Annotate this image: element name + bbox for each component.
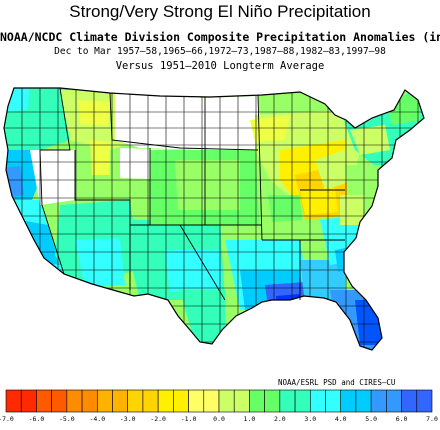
colorbar-box [233,389,250,413]
colorbar-tick-label: -7.0 [0,415,14,423]
colorbar-box [325,389,342,413]
colorbar-box [218,389,235,413]
colorbar-box [51,389,68,413]
colorbar-tick-label: -1.0 [181,415,197,423]
colorbar-box [5,389,22,413]
anomaly-fill-regions [4,88,424,350]
colorbar-tick-label: 2.0 [274,415,286,423]
colorbar-box [416,389,433,413]
colorbar-box [370,389,387,413]
colorbar-box [157,389,174,413]
colorbar-tick-label: -3.0 [120,415,136,423]
map-credit: NOAA/ESRL PSD and CIRES–CU [278,378,396,387]
colorbar-box [203,389,220,413]
colorbar-box [309,389,326,413]
colorbar-box [340,389,357,413]
colorbar-tick-label: 3.0 [304,415,316,423]
colorbar-box [81,389,98,413]
colorbar-box [112,389,129,413]
colorbar-tick-label: 1.0 [244,415,256,423]
us-outline [3,87,425,351]
colorbar-box [188,389,205,413]
colorbar-graphic: -7.0 -6.0 -5.0 -4.0 -3.0 -2.0 -1.0 0.0 1.0 2.0 3.0… [0,389,438,423]
state-boundaries [39,87,345,301]
colorbar-box [249,389,265,413]
colorbar-box [142,389,159,413]
colorbar-tick-label: -2.0 [150,415,166,423]
map-subtitle-baseline: Versus 1951–2010 Longterm Average [115,60,325,72]
colorbar-tick-label: 5.0 [365,415,377,423]
colorbar-tick-label: -4.0 [89,415,105,423]
colorbar-box [36,389,52,413]
colorbar-box [96,389,113,413]
colorbar-tick-label: -6.0 [29,415,45,423]
colorbar-box [401,389,418,413]
colorbar-tick-label: 4.0 [335,415,347,423]
colorbar-tick-label: 7.0 [426,415,438,423]
colorbar-box [355,389,372,413]
colorbar-box [386,389,402,413]
map-subtitle-dataset: NOAA/NCDC Climate Division Composite Pre… [0,30,440,44]
colorbar-box [20,389,37,413]
colorbar-box [127,389,144,413]
colorbar-box [279,389,296,413]
colorbar-legend: -7.0 -6.0 -5.0 -4.0 -3.0 -2.0 -1.0 0.0 1.0 2.0 3.0… [0,388,440,425]
map-title: Strong/Very Strong El Niño Precipitation [69,2,371,21]
colorbar-tick-label: 0.0 [213,415,225,423]
division-boundaries [4,88,424,350]
colorbar-box [264,389,281,413]
colorbar-tick-label: -5.0 [59,415,75,423]
colorbar-tick-label: 6.0 [396,415,408,423]
colorbar-box [66,389,83,413]
colorbar-box [294,389,311,413]
map-subtitle-years: Dec to Mar 1957–58,1965–66,1972–73,1987–… [54,46,386,57]
colorbar-box [173,389,189,413]
